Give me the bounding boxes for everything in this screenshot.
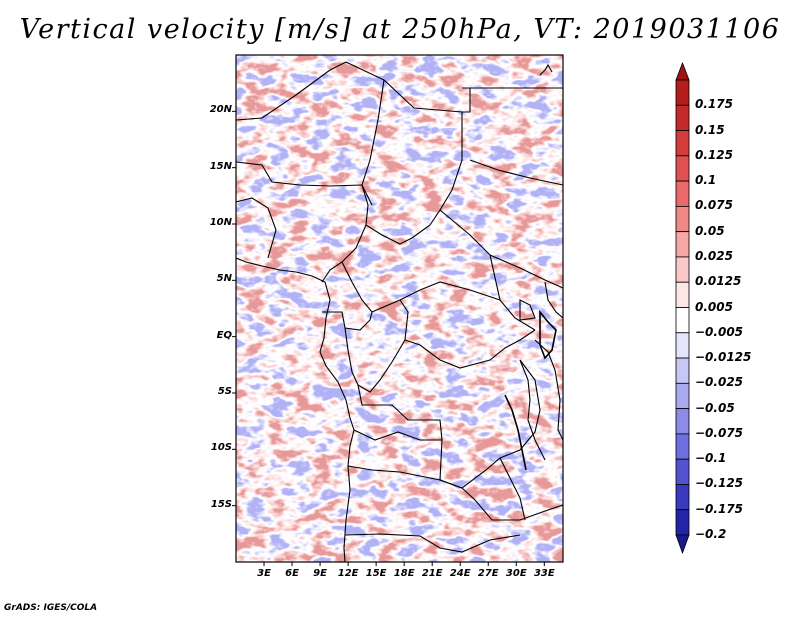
- lon-tick-label: 6E: [285, 568, 299, 579]
- colorbar-swatch: [675, 130, 690, 157]
- lat-tick-label: 10N: [209, 217, 232, 228]
- colorbar-swatch: [675, 433, 690, 460]
- axis-ticks: [232, 110, 545, 566]
- colorbar-label: −0.025: [695, 375, 744, 390]
- colorbar-swatch: [675, 509, 690, 536]
- lat-tick-label: 5N: [216, 273, 232, 285]
- colorbar-swatch: [675, 256, 690, 283]
- lat-tick-label: EQ: [216, 329, 232, 341]
- lat-tick-label: 15N: [209, 160, 232, 172]
- colorbar-swatch: [675, 458, 690, 485]
- colorbar-label: −0.0125: [695, 350, 752, 365]
- lon-tick-label: 18E: [393, 568, 415, 579]
- colorbar-label: −0.05: [695, 400, 735, 415]
- colorbar: [675, 61, 690, 555]
- lon-tick-label: 33E: [533, 568, 555, 579]
- country-borders: [236, 61, 563, 562]
- lat-tick-label: 20N: [209, 104, 232, 116]
- colorbar-label: −0.075: [695, 425, 744, 440]
- vertical-velocity-field: [236, 55, 563, 562]
- colorbar-label: 0.1: [695, 173, 717, 188]
- lon-tick-label: 24E: [449, 568, 471, 579]
- colorbar-label: −0.175: [695, 501, 744, 516]
- colorbar-bottom-arrow: [675, 534, 690, 555]
- lon-tick-label: 12E: [337, 568, 359, 579]
- colorbar-label: 0.025: [695, 248, 733, 263]
- lon-tick-label: 15E: [365, 568, 387, 579]
- lat-tick-label: 5S: [217, 386, 232, 397]
- colorbar-swatch: [675, 155, 690, 182]
- colorbar-swatch: [675, 104, 690, 131]
- colorbar-swatch: [675, 79, 690, 106]
- plot-title: Vertical velocity [m/s] at 250hPa, VT: 2…: [19, 14, 781, 45]
- colorbar-label: 0.125: [695, 147, 733, 162]
- colorbar-swatch: [675, 408, 690, 435]
- colorbar-swatch: [675, 281, 690, 308]
- colorbar-swatch: [675, 382, 690, 410]
- colorbar-label: −0.1: [695, 451, 727, 466]
- colorbar-swatch: [675, 357, 690, 384]
- lon-tick-label: 9E: [313, 568, 327, 579]
- map-frame: [235, 54, 564, 563]
- colorbar-label: 0.175: [695, 97, 733, 112]
- colorbar-swatch: [675, 332, 690, 359]
- lat-tick-label: 15S: [210, 498, 232, 510]
- colorbar-label: 0.005: [695, 299, 733, 314]
- colorbar-swatch: [675, 307, 690, 334]
- colorbar-label: 0.075: [695, 198, 733, 213]
- lon-tick-label: 27E: [477, 568, 499, 579]
- colorbar-label: 0.05: [695, 223, 725, 238]
- colorbar-top-arrow: [675, 61, 690, 81]
- colorbar-swatch: [675, 484, 690, 511]
- lat-tick-label: 10S: [210, 442, 232, 454]
- lon-tick-label: 3E: [257, 568, 271, 579]
- footer-credit: GrADS: IGES/COLA: [4, 603, 98, 613]
- colorbar-label: −0.2: [695, 527, 727, 541]
- colorbar-label: 0.0125: [695, 274, 742, 289]
- colorbar-swatch: [675, 180, 690, 207]
- lon-tick-label: 21E: [421, 568, 443, 579]
- colorbar-label: −0.005: [695, 324, 744, 339]
- lon-tick-label: 30E: [505, 568, 527, 579]
- colorbar-label: −0.125: [695, 476, 744, 491]
- colorbar-swatch: [675, 205, 690, 233]
- colorbar-label: 0.15: [695, 122, 725, 137]
- colorbar-swatch: [675, 231, 690, 258]
